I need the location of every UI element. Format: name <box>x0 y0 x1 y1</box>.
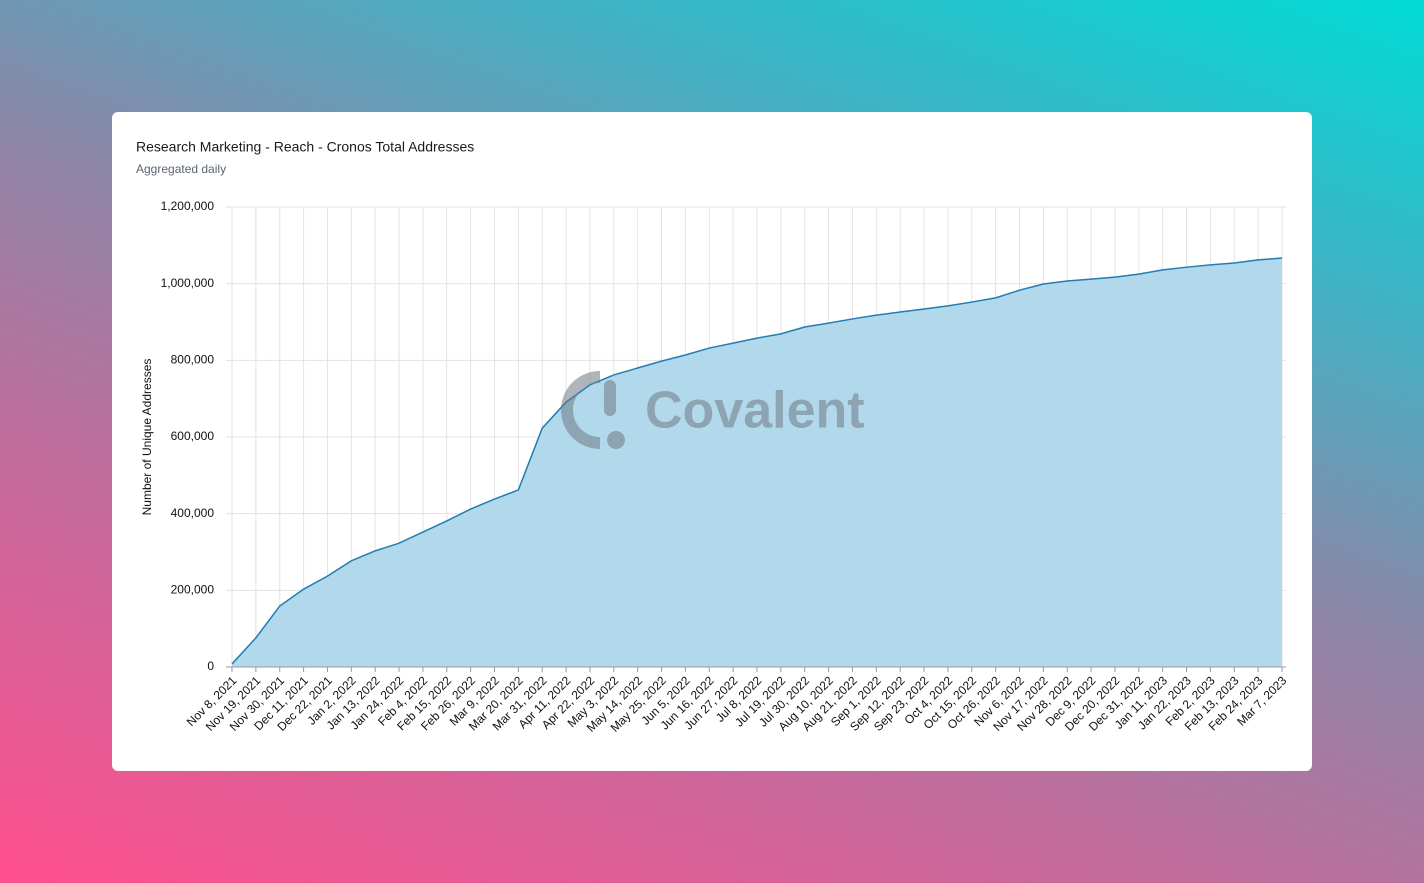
y-tick-label: 0 <box>207 659 214 673</box>
y-tick-label: 600,000 <box>171 429 215 443</box>
watermark-logo-dot <box>607 431 625 449</box>
y-tick-label: 1,200,000 <box>161 199 215 213</box>
y-tick-label: 200,000 <box>171 583 215 597</box>
chart-title: Research Marketing - Reach - Cronos Tota… <box>136 139 474 155</box>
chart-subtitle: Aggregated daily <box>136 162 226 176</box>
y-tick-label: 800,000 <box>171 353 215 367</box>
watermark-logo-bar <box>604 380 616 416</box>
watermark-text: Covalent <box>645 382 865 440</box>
y-axis-label: Number of Unique Addresses <box>140 359 154 516</box>
y-tick-label: 1,000,000 <box>161 276 215 290</box>
watermark <box>561 371 625 449</box>
y-tick-label: 400,000 <box>171 506 215 520</box>
line <box>231 257 1283 665</box>
watermark-logo <box>561 371 601 449</box>
area <box>232 257 1282 667</box>
